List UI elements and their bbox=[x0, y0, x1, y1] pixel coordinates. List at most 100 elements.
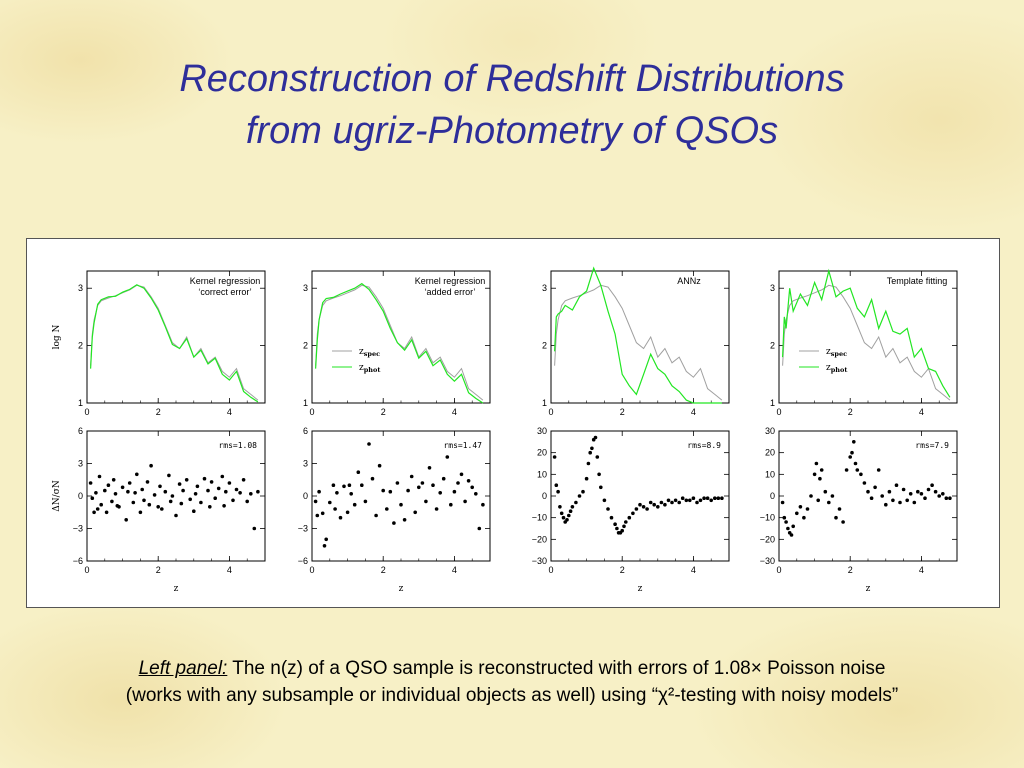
bottom-1-point bbox=[241, 478, 246, 482]
bottom-1-point bbox=[192, 509, 196, 513]
top-1-xtick-label: 0 bbox=[84, 407, 89, 417]
bottom-4-ytick-label: −10 bbox=[760, 513, 775, 523]
bottom-3-point bbox=[645, 507, 649, 511]
bottom-1-point bbox=[238, 491, 242, 495]
bottom-2-point bbox=[466, 479, 471, 483]
bottom-3-point bbox=[716, 496, 721, 501]
bottom-3-point bbox=[593, 435, 598, 440]
bottom-2-point bbox=[360, 483, 364, 487]
bottom-4-rms-label: rms=7.9 bbox=[915, 441, 949, 450]
top-2-legend-entry: zphot bbox=[359, 363, 380, 374]
bottom-1-frame bbox=[86, 430, 266, 562]
bottom-1-ytick-label: −6 bbox=[73, 556, 83, 566]
bottom-1-point bbox=[179, 501, 184, 506]
top-4-series-z-spec bbox=[782, 284, 951, 401]
bottom-1-point bbox=[152, 493, 157, 497]
bottom-1-point bbox=[213, 496, 217, 501]
top-2-series-z-spec bbox=[315, 284, 484, 401]
bottom-3-xlabel: z bbox=[638, 584, 643, 594]
top-2-ytick-label: 1 bbox=[303, 398, 308, 408]
bottom-3-point bbox=[599, 485, 603, 490]
top-4-series-z-phot bbox=[782, 268, 951, 398]
bottom-2-point bbox=[356, 470, 361, 474]
bottom-4-point bbox=[898, 500, 902, 505]
bottom-1-xlabel: z bbox=[174, 584, 179, 594]
bottom-4-point bbox=[919, 492, 924, 496]
bottom-2-point bbox=[413, 510, 418, 515]
bottom-1-point bbox=[158, 484, 162, 489]
top-3-ytick-label: 2 bbox=[542, 341, 547, 351]
top-2-xtick-label: 2 bbox=[381, 407, 386, 417]
bottom-1-point bbox=[227, 481, 232, 485]
bottom-4-point bbox=[809, 494, 813, 498]
bottom-4-ytick-label: −20 bbox=[760, 534, 775, 544]
bottom-2-point bbox=[452, 489, 457, 494]
top-1-panel-label: Kernel regression bbox=[190, 276, 261, 286]
top-2-xtick-label: 4 bbox=[452, 407, 457, 417]
bottom-4-point bbox=[859, 472, 863, 477]
bottom-1-point bbox=[133, 491, 137, 495]
bottom-4-point bbox=[887, 489, 892, 494]
bottom-1-point bbox=[216, 486, 221, 491]
top-1-xtick-label: 2 bbox=[156, 407, 161, 417]
bottom-2-point bbox=[392, 521, 396, 525]
bottom-4-point bbox=[830, 494, 835, 498]
bottom-3-point bbox=[652, 502, 656, 507]
top-1-ytick-label: 1 bbox=[78, 398, 83, 408]
bottom-2-point bbox=[381, 488, 386, 493]
bottom-4-point bbox=[818, 476, 822, 481]
bottom-2-point bbox=[409, 474, 414, 479]
bottom-3-point bbox=[561, 515, 566, 520]
bottom-2-point bbox=[331, 483, 336, 487]
bottom-1-point bbox=[127, 481, 132, 485]
bottom-2-point bbox=[347, 483, 352, 487]
bottom-3-point bbox=[565, 518, 569, 522]
bottom-3-point bbox=[677, 500, 681, 505]
bottom-3-point bbox=[597, 472, 601, 477]
bottom-3-ytick-label: 20 bbox=[537, 448, 547, 458]
bottom-2-point bbox=[320, 511, 325, 516]
bottom-2-point bbox=[420, 481, 425, 485]
bottom-4-point bbox=[786, 526, 790, 531]
bottom-4-point bbox=[866, 489, 870, 494]
bottom-2-point bbox=[459, 472, 464, 477]
bottom-2-point bbox=[417, 485, 421, 490]
bottom-1-point bbox=[94, 491, 98, 495]
bottom-1-point bbox=[135, 472, 139, 477]
bottom-1-ylabel: ΔN/σN bbox=[52, 480, 62, 512]
bottom-1-point bbox=[149, 463, 153, 468]
bottom-3-point bbox=[670, 500, 674, 505]
bottom-1-rms-label: rms=1.08 bbox=[218, 441, 257, 450]
bottom-1-point bbox=[168, 499, 173, 504]
bottom-1-point bbox=[90, 496, 95, 501]
bottom-4-point bbox=[784, 520, 788, 524]
bottom-1-point bbox=[113, 492, 118, 496]
bottom-3-ytick-label: 30 bbox=[537, 426, 547, 436]
bottom-3-point bbox=[586, 461, 591, 466]
caption-line1: Left panel: The n(z) of a QSO sample is … bbox=[20, 656, 1004, 682]
bottom-2-point bbox=[474, 492, 478, 496]
bottom-3-point bbox=[705, 496, 710, 501]
bottom-4-point bbox=[912, 500, 917, 505]
bottom-3-rms-label: rms=8.9 bbox=[687, 441, 721, 450]
bottom-3-ytick-label: −20 bbox=[532, 534, 547, 544]
bottom-3-point bbox=[638, 502, 642, 507]
top-2-xtick-label: 0 bbox=[309, 407, 314, 417]
bottom-4-xtick-label: 0 bbox=[776, 565, 781, 575]
bottom-3-point bbox=[622, 524, 626, 529]
bottom-3-point bbox=[606, 507, 610, 511]
bottom-2-point bbox=[424, 499, 428, 504]
bottom-4-point bbox=[894, 483, 899, 487]
bottom-3-point bbox=[613, 522, 617, 526]
bottom-2-point bbox=[481, 502, 485, 507]
bottom-3-point bbox=[680, 496, 685, 501]
bottom-1-point bbox=[224, 489, 228, 494]
bottom-4-point bbox=[901, 487, 906, 492]
bottom-3-point bbox=[641, 505, 646, 509]
bottom-1-ytick-label: 3 bbox=[78, 459, 83, 469]
bottom-4-point bbox=[823, 489, 828, 494]
top-3-series-z-spec bbox=[554, 284, 723, 401]
top-2-ytick-label: 3 bbox=[303, 283, 308, 293]
bottom-3-point bbox=[634, 507, 639, 511]
bottom-2-point bbox=[477, 526, 482, 531]
